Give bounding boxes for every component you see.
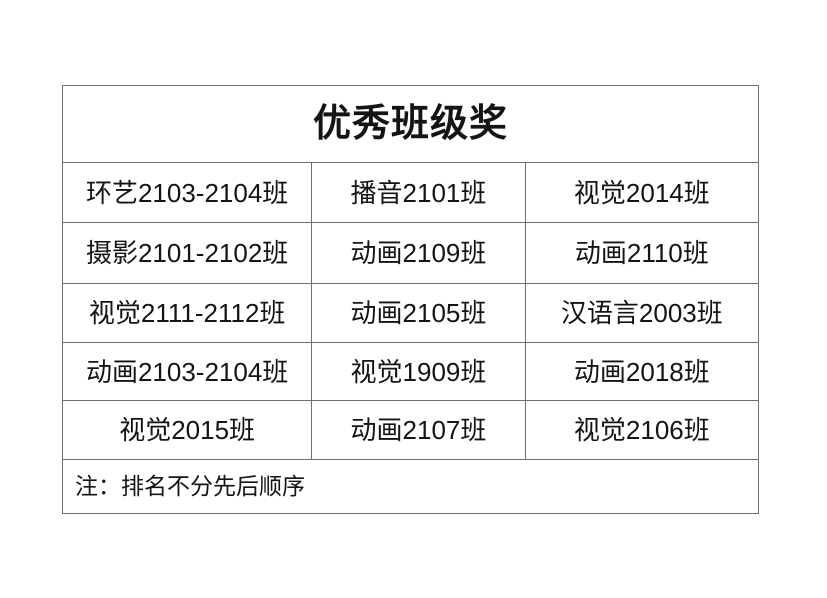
class-cell: 动画2103-2104班 bbox=[63, 343, 313, 400]
table-row: 视觉2015班 动画2107班 视觉2106班 bbox=[63, 401, 758, 460]
class-cell: 摄影2101-2102班 bbox=[63, 223, 313, 283]
table-title: 优秀班级奖 bbox=[312, 103, 508, 145]
award-table: 优秀班级奖 环艺2103-2104班 播音2101班 视觉2014班 摄影210… bbox=[62, 85, 759, 514]
class-cell: 汉语言2003班 bbox=[560, 298, 723, 328]
class-cell: 动画2109班 bbox=[312, 223, 526, 283]
table-note-row: 注：排名不分先后顺序 bbox=[63, 460, 758, 513]
class-cell: 动画2105班 bbox=[312, 284, 526, 342]
class-cell: 动画2107班 bbox=[312, 401, 526, 459]
class-cell: 视觉2106班 bbox=[573, 415, 710, 445]
table-row: 摄影2101-2102班 动画2109班 动画2110班 bbox=[63, 223, 758, 284]
table-row: 动画2103-2104班 视觉1909班 动画2018班 bbox=[63, 343, 758, 401]
class-cell: 视觉2014班 bbox=[573, 177, 710, 208]
table-title-row: 优秀班级奖 bbox=[63, 86, 758, 163]
class-cell: 视觉1909班 bbox=[312, 343, 526, 400]
table-note: 注：排名不分先后顺序 bbox=[75, 473, 305, 499]
class-cell: 视觉2111-2112班 bbox=[63, 284, 313, 342]
class-cell: 环艺2103-2104班 bbox=[63, 163, 313, 222]
class-cell: 播音2101班 bbox=[312, 163, 526, 222]
class-cell: 动画2018班 bbox=[573, 356, 710, 387]
class-cell: 动画2110班 bbox=[574, 238, 709, 268]
table-row: 视觉2111-2112班 动画2105班 汉语言2003班 bbox=[63, 284, 758, 343]
table-row: 环艺2103-2104班 播音2101班 视觉2014班 bbox=[63, 163, 758, 223]
class-cell: 视觉2015班 bbox=[63, 401, 313, 459]
